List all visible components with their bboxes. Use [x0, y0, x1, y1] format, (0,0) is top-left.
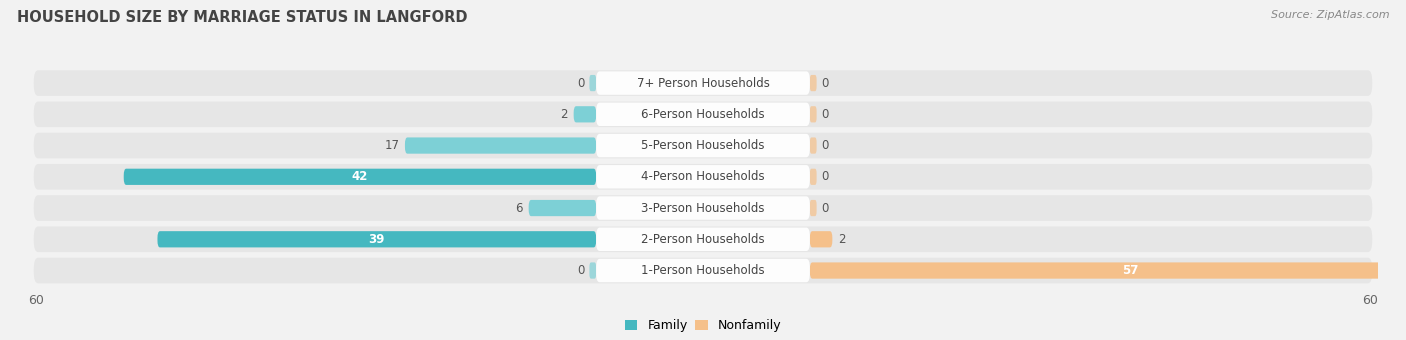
FancyBboxPatch shape [574, 106, 596, 122]
Text: 0: 0 [821, 76, 828, 89]
Text: 0: 0 [578, 264, 585, 277]
FancyBboxPatch shape [34, 102, 1372, 127]
FancyBboxPatch shape [124, 169, 596, 185]
Text: 6-Person Households: 6-Person Households [641, 108, 765, 121]
FancyBboxPatch shape [596, 196, 810, 220]
FancyBboxPatch shape [596, 103, 810, 126]
Text: 42: 42 [352, 170, 368, 183]
Text: 0: 0 [578, 76, 585, 89]
FancyBboxPatch shape [34, 226, 1372, 252]
Text: 1-Person Households: 1-Person Households [641, 264, 765, 277]
FancyBboxPatch shape [596, 165, 810, 188]
Text: 3-Person Households: 3-Person Households [641, 202, 765, 215]
FancyBboxPatch shape [589, 262, 596, 279]
FancyBboxPatch shape [157, 231, 596, 248]
Text: HOUSEHOLD SIZE BY MARRIAGE STATUS IN LANGFORD: HOUSEHOLD SIZE BY MARRIAGE STATUS IN LAN… [17, 10, 467, 25]
Legend: Family, Nonfamily: Family, Nonfamily [620, 314, 786, 337]
FancyBboxPatch shape [34, 70, 1372, 96]
FancyBboxPatch shape [810, 169, 817, 185]
Text: 0: 0 [821, 202, 828, 215]
Text: 6: 6 [516, 202, 523, 215]
Text: Source: ZipAtlas.com: Source: ZipAtlas.com [1271, 10, 1389, 20]
FancyBboxPatch shape [810, 75, 817, 91]
FancyBboxPatch shape [810, 106, 817, 122]
FancyBboxPatch shape [810, 200, 817, 216]
Text: 0: 0 [821, 170, 828, 183]
FancyBboxPatch shape [596, 71, 810, 95]
Text: 39: 39 [368, 233, 385, 246]
Text: 57: 57 [1122, 264, 1139, 277]
FancyBboxPatch shape [596, 227, 810, 251]
Text: 5-Person Households: 5-Person Households [641, 139, 765, 152]
FancyBboxPatch shape [589, 75, 596, 91]
Text: 0: 0 [821, 108, 828, 121]
Text: 17: 17 [384, 139, 399, 152]
FancyBboxPatch shape [810, 137, 817, 154]
FancyBboxPatch shape [405, 137, 596, 154]
Text: 4-Person Households: 4-Person Households [641, 170, 765, 183]
FancyBboxPatch shape [34, 164, 1372, 190]
Text: 60: 60 [28, 294, 44, 307]
Text: 60: 60 [1362, 294, 1378, 307]
FancyBboxPatch shape [810, 231, 832, 248]
FancyBboxPatch shape [810, 262, 1406, 279]
FancyBboxPatch shape [34, 195, 1372, 221]
Text: 2-Person Households: 2-Person Households [641, 233, 765, 246]
FancyBboxPatch shape [34, 133, 1372, 158]
FancyBboxPatch shape [596, 259, 810, 282]
Text: 2: 2 [838, 233, 845, 246]
FancyBboxPatch shape [34, 258, 1372, 283]
FancyBboxPatch shape [529, 200, 596, 216]
Text: 0: 0 [821, 139, 828, 152]
Text: 7+ Person Households: 7+ Person Households [637, 76, 769, 89]
Text: 2: 2 [561, 108, 568, 121]
FancyBboxPatch shape [596, 134, 810, 157]
